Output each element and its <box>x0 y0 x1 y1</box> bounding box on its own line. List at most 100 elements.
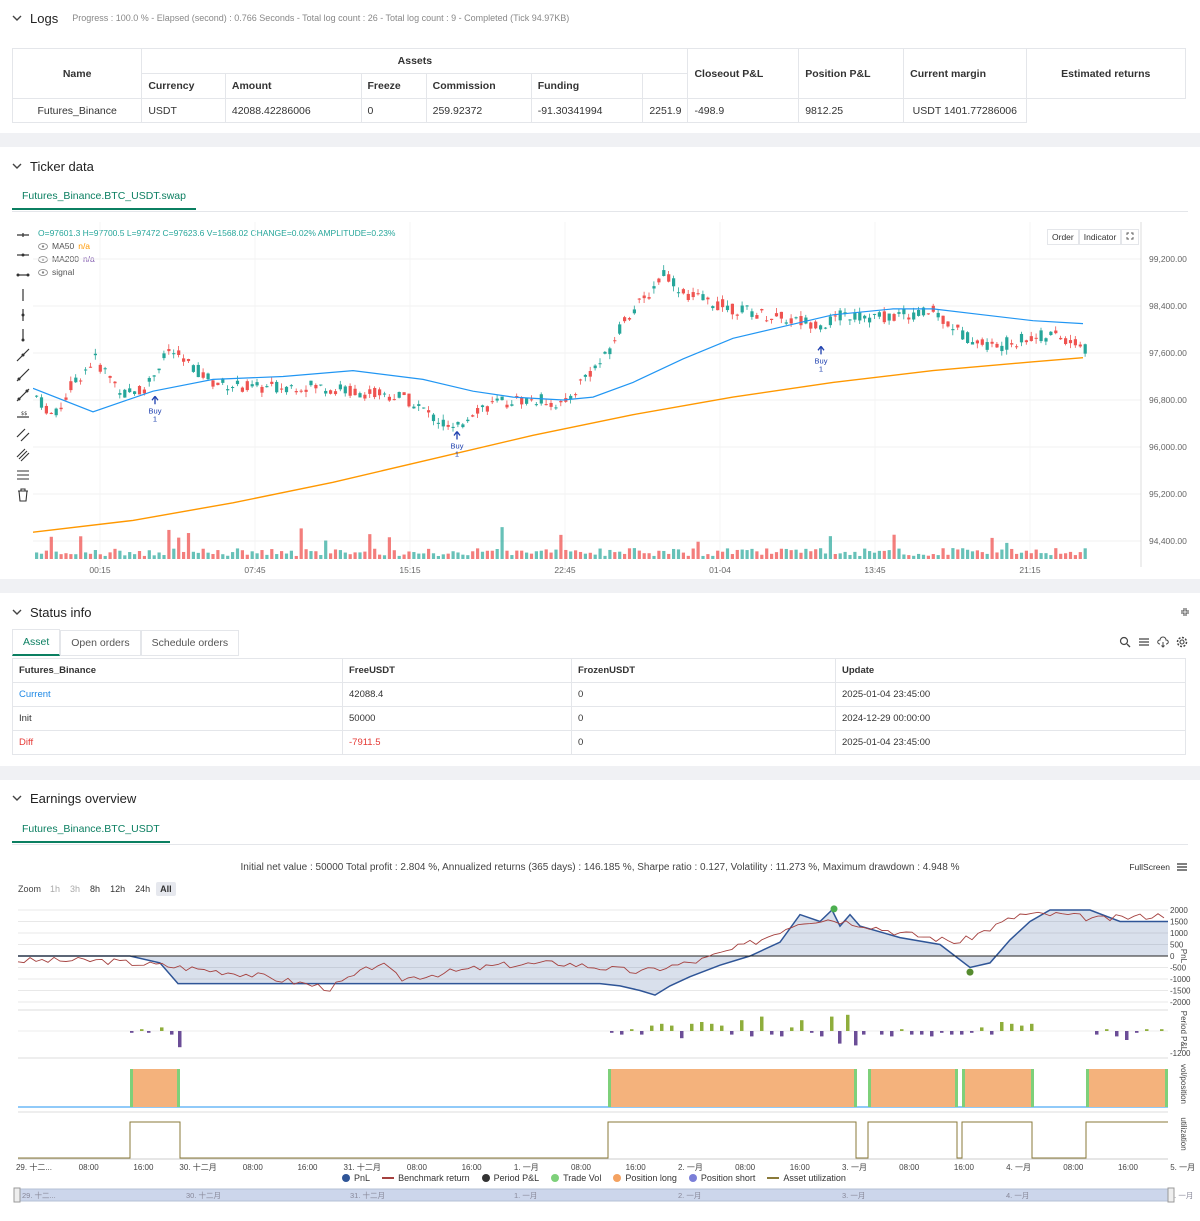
legend-item[interactable]: Asset utilization <box>767 1173 846 1183</box>
x-tick-label: 1. 一月 <box>514 1163 539 1172</box>
buy-label: Buy <box>815 356 828 365</box>
signal-legend[interactable]: signal <box>38 267 74 277</box>
candle-body <box>946 321 950 327</box>
legend-item[interactable]: Position long <box>613 1173 677 1183</box>
volume-bar <box>451 551 455 559</box>
period-pnl-bar <box>1135 1031 1139 1033</box>
cell-frozen: 0 <box>571 730 836 755</box>
fibonacci-icon[interactable] <box>16 468 30 482</box>
candle-body <box>544 404 548 406</box>
candle-body <box>892 314 896 321</box>
ray-line-icon[interactable] <box>16 368 30 382</box>
volume-bar <box>872 552 877 559</box>
expand-icon[interactable] <box>1121 229 1140 245</box>
legend-label: Benchmark return <box>398 1173 470 1183</box>
chevron-down-icon[interactable] <box>12 793 22 803</box>
logs-header[interactable]: Logs Progress : 100.0 % - Elapsed (secon… <box>12 8 569 28</box>
volume-bar <box>280 551 284 559</box>
trend-line-icon[interactable] <box>16 348 30 362</box>
vertical-segment-icon[interactable] <box>16 308 30 322</box>
eye-icon[interactable] <box>38 268 48 276</box>
legend-item[interactable]: PnL <box>342 1173 370 1183</box>
candle-body <box>79 380 83 382</box>
candle-body <box>304 389 308 392</box>
legend-item[interactable]: Position short <box>688 1173 755 1183</box>
list-icon[interactable] <box>1138 636 1150 648</box>
indicator-button[interactable]: Indicator <box>1078 229 1122 245</box>
chevron-down-icon[interactable] <box>12 607 22 617</box>
zoom-1h-button[interactable]: 1h <box>50 884 61 894</box>
candle-body <box>441 419 445 427</box>
zoom-8h-button[interactable]: 8h <box>90 884 101 894</box>
legend-dot-marker <box>342 1174 351 1182</box>
volume-bar <box>676 549 681 559</box>
volume-bar <box>1064 553 1068 559</box>
crosshair-icon[interactable] <box>16 228 30 242</box>
trash-icon[interactable] <box>16 488 30 502</box>
horizontal-ray-icon[interactable] <box>16 268 30 282</box>
search-icon[interactable] <box>1119 636 1131 648</box>
candlestick-chart[interactable]: 99,200.00 98,400.00 97,600.00 96,800.00 96,0… <box>33 222 1188 579</box>
tab-schedule-orders[interactable]: Schedule orders <box>140 630 240 656</box>
candle-body <box>833 315 837 317</box>
ma50-legend[interactable]: MA50 n/a <box>38 241 90 251</box>
volume-bar <box>84 552 88 559</box>
zoom-12h-button[interactable]: 12h <box>110 884 126 894</box>
legend-item[interactable]: Period P&L <box>481 1173 539 1183</box>
trade-vol-bar <box>962 1069 965 1107</box>
fullscreen-control[interactable]: FullScreen <box>1129 862 1188 872</box>
horizontal-line-icon[interactable] <box>16 248 30 262</box>
candle-body <box>823 327 828 329</box>
chevron-down-icon[interactable] <box>12 13 22 23</box>
legend-line-marker <box>382 1177 395 1179</box>
order-button[interactable]: Order <box>1047 229 1079 245</box>
candle-body <box>627 318 632 320</box>
segment-icon[interactable] <box>16 388 30 402</box>
candle-body <box>412 406 416 409</box>
candle-body <box>520 396 524 405</box>
zoom-3h-button[interactable]: 3h <box>70 884 81 894</box>
candle-body <box>838 310 842 321</box>
candle-body <box>549 402 553 407</box>
candle-body <box>221 378 225 383</box>
earnings-chart[interactable]: 2000 1500 1000 500 0 -500 -1000 -1500 -2000 -1200… <box>0 900 1200 1221</box>
volume-bar <box>289 550 293 559</box>
legend-item[interactable]: Benchmark return <box>382 1173 470 1183</box>
volume-bar <box>44 550 48 559</box>
max-marker <box>830 905 838 913</box>
status-header[interactable]: Status info <box>12 602 91 622</box>
candle-body <box>1034 337 1038 339</box>
volume-bar <box>539 550 543 559</box>
menu-icon[interactable] <box>1176 862 1188 872</box>
candle-body <box>672 278 676 287</box>
eye-icon[interactable] <box>38 242 48 250</box>
price-channel-icon[interactable] <box>16 448 30 462</box>
cloud-download-icon[interactable] <box>1157 636 1169 648</box>
col-estimated-returns: Estimated returns <box>1025 48 1187 99</box>
earnings-header[interactable]: Earnings overview <box>12 788 136 808</box>
candle-body <box>123 389 127 398</box>
zoom-all-button[interactable]: All <box>156 882 176 896</box>
candle-body <box>206 373 210 380</box>
tab-asset[interactable]: Asset <box>12 629 61 656</box>
volume-bar <box>760 554 764 559</box>
tab-btc-usdt[interactable]: Futures_Binance.BTC_USDT <box>12 817 170 843</box>
gear-icon[interactable] <box>1176 636 1188 648</box>
signal-label: signal <box>52 267 75 277</box>
tab-btc-usdt-swap[interactable]: Futures_Binance.BTC_USDT.swap <box>12 184 196 210</box>
candle-body <box>691 292 695 298</box>
legend-item[interactable]: Trade Vol <box>551 1173 601 1183</box>
volume-bar <box>294 555 298 559</box>
vertical-ray-icon[interactable] <box>16 328 30 342</box>
vertical-line-icon[interactable] <box>16 288 30 302</box>
chevron-down-icon[interactable] <box>12 161 22 171</box>
tab-open-orders[interactable]: Open orders <box>60 630 141 656</box>
collapse-icon[interactable] <box>1180 607 1190 617</box>
parallel-channel-icon[interactable] <box>16 428 30 442</box>
zoom-24h-button[interactable]: 24h <box>135 884 151 894</box>
ticker-header[interactable]: Ticker data <box>12 156 94 176</box>
price-line-icon[interactable]: $$ <box>16 408 30 422</box>
volume-bar <box>1059 553 1063 559</box>
candle-body <box>603 351 607 354</box>
candle-body <box>137 385 142 395</box>
